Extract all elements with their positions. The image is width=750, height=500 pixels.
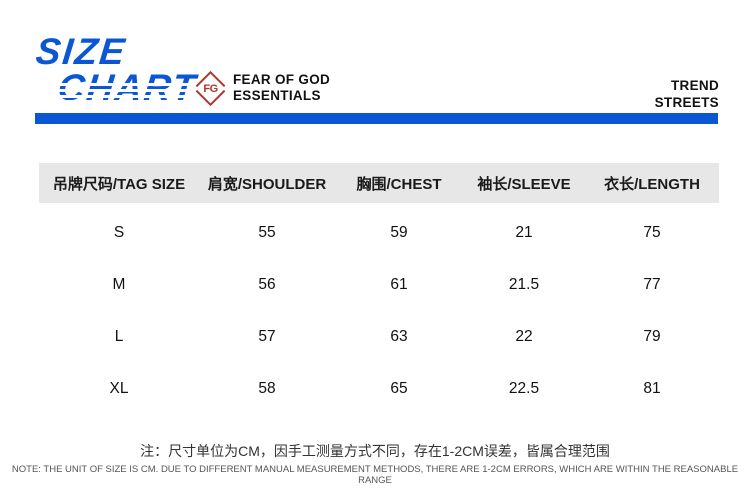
table-row-xl: XL 58 65 22.5 81 bbox=[39, 363, 719, 415]
header-divider-bar bbox=[35, 113, 718, 124]
size-chart-logo-size-word: SIZE bbox=[33, 31, 129, 72]
header-cell-sleeve: 袖长/SLEEVE bbox=[477, 175, 571, 193]
size-label: M bbox=[112, 276, 126, 293]
table-cell: 81 bbox=[643, 380, 661, 397]
size-table-body: S 55 59 21 75 M 56 61 21.5 77 L 57 63 22… bbox=[39, 203, 719, 415]
size-label: S bbox=[113, 224, 125, 241]
size-chart-logo-chart-word: CHART bbox=[46, 67, 200, 108]
size-table: 吊牌尺码/TAG SIZE 肩宽/SHOULDER 胸围/CHEST 袖长/SL… bbox=[39, 163, 719, 415]
header-cell-shoulder: 肩宽/SHOULDER bbox=[207, 175, 327, 193]
header-cell-chest: 胸围/CHEST bbox=[356, 175, 442, 193]
table-cell: 65 bbox=[390, 380, 408, 397]
table-cell: 21 bbox=[515, 224, 533, 241]
table-cell: 22 bbox=[515, 328, 533, 345]
logo-speed-stripe bbox=[46, 100, 198, 103]
table-cell: 61 bbox=[390, 276, 408, 293]
table-cell: 56 bbox=[258, 276, 276, 293]
table-cell: 79 bbox=[643, 328, 661, 345]
note-chinese: 注：尺寸单位为CM，因手工测量方式不同，存在1-2CM误差，皆属合理范围 bbox=[140, 443, 610, 459]
header-cell-tag-size: 吊牌尺码/TAG SIZE bbox=[52, 175, 186, 193]
size-label: XL bbox=[109, 380, 129, 397]
logo-speed-stripe bbox=[47, 95, 199, 98]
table-cell: 55 bbox=[258, 224, 276, 241]
size-table-header-row: 吊牌尺码/TAG SIZE 肩宽/SHOULDER 胸围/CHEST 袖长/SL… bbox=[39, 163, 719, 203]
trend-line2: STREETS bbox=[654, 95, 719, 110]
header-cell-length: 衣长/LENGTH bbox=[604, 175, 700, 193]
trend-streets-wordmark: TREND STREETS bbox=[655, 77, 719, 111]
table-row-m: M 56 61 21.5 77 bbox=[39, 259, 719, 311]
brand-line2: ESSENTIALS bbox=[233, 88, 321, 103]
table-cell: 57 bbox=[258, 328, 276, 345]
logo-speed-stripe bbox=[48, 83, 200, 86]
table-cell: 59 bbox=[390, 224, 408, 241]
table-row-s: S 55 59 21 75 bbox=[39, 207, 719, 259]
table-row-l: L 57 63 22 79 bbox=[39, 311, 719, 363]
brand-wordmark: FEAR OF GOD ESSENTIALS bbox=[233, 72, 330, 104]
trend-line1: TREND bbox=[671, 78, 719, 93]
table-cell: 63 bbox=[390, 328, 408, 345]
table-cell: 75 bbox=[643, 224, 661, 241]
fg-monogram: FG bbox=[203, 82, 218, 95]
table-cell: 22.5 bbox=[508, 380, 540, 397]
note-english: NOTE: THE UNIT OF SIZE IS CM. DUE TO DIF… bbox=[11, 464, 739, 486]
brand-line1: FEAR OF GOD bbox=[233, 72, 331, 87]
logo-speed-stripe bbox=[47, 89, 199, 92]
table-cell: 21.5 bbox=[508, 276, 540, 293]
table-cell: 77 bbox=[643, 276, 661, 293]
table-cell: 58 bbox=[258, 380, 276, 397]
size-label: L bbox=[114, 328, 124, 345]
